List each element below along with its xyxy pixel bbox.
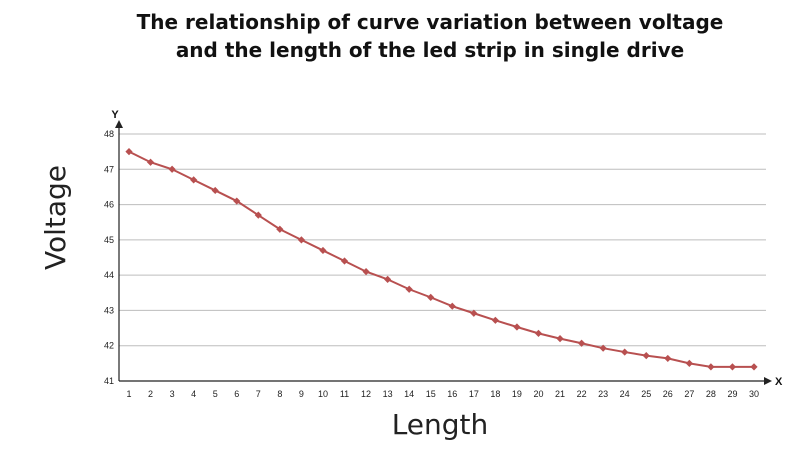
y-axis-arrow <box>115 120 123 128</box>
x-tick-label: 12 <box>361 389 371 399</box>
x-tick-label: 16 <box>447 389 457 399</box>
data-point <box>211 186 219 195</box>
chart-title-line-1: The relationship of curve variation betw… <box>136 10 724 34</box>
y-tick-label: 44 <box>104 270 114 280</box>
y-tick-label: 41 <box>104 376 114 386</box>
y-tick-label: 48 <box>104 129 114 139</box>
x-tick-label: 26 <box>663 389 673 399</box>
data-point <box>707 363 715 371</box>
data-point <box>599 344 607 352</box>
x-tick-label: 4 <box>191 389 196 399</box>
x-tick-label: 14 <box>404 389 414 399</box>
x-axis-label: Length <box>391 408 489 441</box>
y-axis-name: Y <box>111 109 119 121</box>
chart-title-line-2: and the length of the led strip in singl… <box>175 38 685 62</box>
data-point <box>276 225 284 233</box>
y-tick-label: 45 <box>104 235 114 245</box>
data-point <box>340 257 349 265</box>
x-tick-label: 11 <box>340 389 349 399</box>
data-point <box>125 148 133 156</box>
chart-title: The relationship of curve variation betw… <box>110 8 750 64</box>
x-tick-label: 24 <box>620 389 630 399</box>
y-tick-label: 42 <box>104 341 114 351</box>
x-axis-name: X <box>775 376 783 388</box>
data-point <box>427 293 435 301</box>
x-tick-label: 30 <box>749 389 759 399</box>
x-tick-label: 7 <box>256 389 261 399</box>
series-line <box>128 150 754 368</box>
x-tick-label: 22 <box>577 389 587 399</box>
y-tick-label: 47 <box>104 164 114 174</box>
data-point <box>470 309 478 317</box>
x-tick-label: 13 <box>383 389 393 399</box>
data-point <box>297 236 306 244</box>
data-point <box>362 268 370 276</box>
x-tick-label: 10 <box>318 389 328 399</box>
data-point <box>728 363 737 371</box>
data-point <box>448 302 456 310</box>
x-tick-label: 5 <box>213 389 218 399</box>
x-tick-label: 25 <box>641 389 651 399</box>
x-tick-label: 21 <box>555 389 565 399</box>
data-point <box>384 275 392 283</box>
data-point <box>168 165 176 173</box>
x-tick-label: 8 <box>277 389 282 399</box>
x-tick-label: 1 <box>126 389 131 399</box>
x-tick-label: 9 <box>299 389 304 399</box>
x-tick-label: 27 <box>684 389 694 399</box>
data-point <box>319 246 327 255</box>
x-tick-label: 6 <box>234 389 239 399</box>
data-point <box>513 323 521 331</box>
data-point <box>642 351 650 360</box>
data-point <box>621 348 629 356</box>
x-tick-label: 2 <box>148 389 153 399</box>
data-point <box>190 176 198 184</box>
x-tick-label: 18 <box>490 389 500 399</box>
x-tick-label: 19 <box>512 389 522 399</box>
x-axis-arrow <box>764 377 772 385</box>
data-point <box>146 158 155 166</box>
x-tick-label: 15 <box>426 389 436 399</box>
data-point <box>577 339 586 347</box>
data-point <box>685 359 693 367</box>
y-tick-label: 43 <box>104 305 114 315</box>
x-tick-label: 28 <box>706 389 716 399</box>
data-point <box>405 285 413 293</box>
x-tick-label: 20 <box>533 389 543 399</box>
data-point <box>750 363 758 371</box>
x-tick-label: 17 <box>469 389 479 399</box>
data-point <box>664 354 672 363</box>
x-tick-label: 29 <box>727 389 737 399</box>
x-tick-label: 3 <box>170 389 175 399</box>
data-point <box>233 197 241 205</box>
x-tick-label: 23 <box>598 389 608 399</box>
data-point <box>491 316 499 324</box>
y-tick-label: 46 <box>104 200 114 210</box>
data-point <box>534 329 543 337</box>
data-point <box>254 211 262 219</box>
data-point <box>556 335 564 343</box>
